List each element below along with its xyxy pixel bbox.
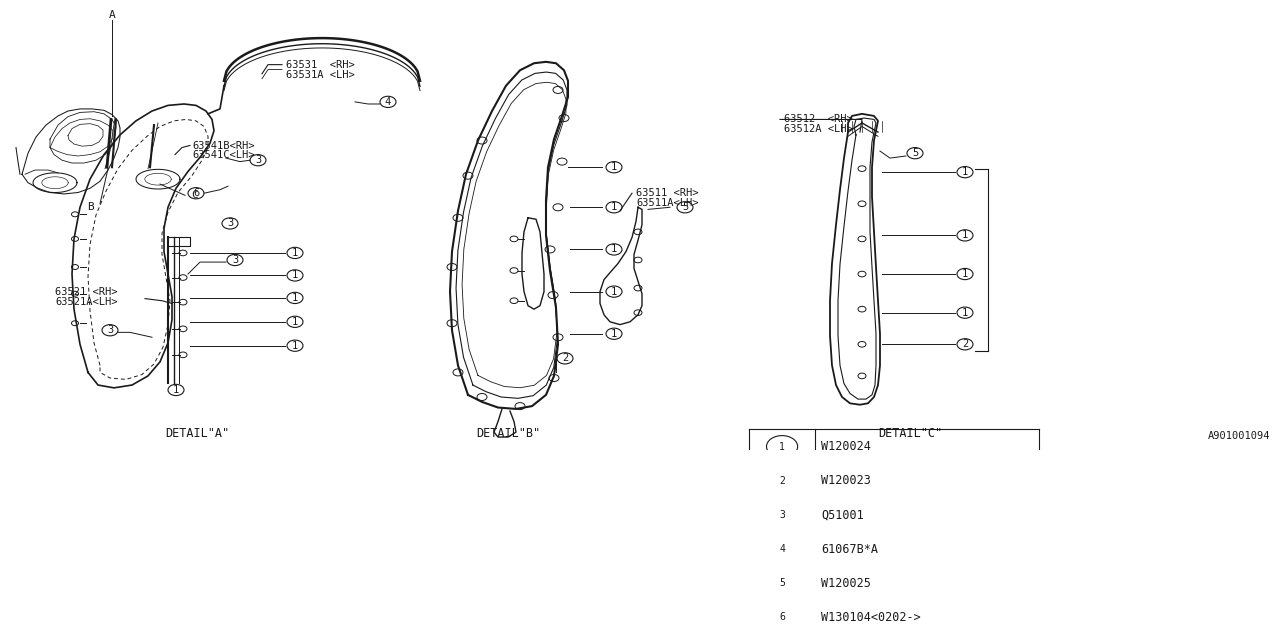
- Text: 61067B*A: 61067B*A: [822, 543, 878, 556]
- Text: 1: 1: [961, 269, 968, 279]
- Text: 1: 1: [611, 329, 617, 339]
- Text: A: A: [109, 10, 115, 20]
- Text: 1: 1: [292, 340, 298, 351]
- Text: 5: 5: [682, 202, 689, 212]
- Text: 3: 3: [106, 325, 113, 335]
- Text: 63511A<LH>: 63511A<LH>: [636, 198, 699, 208]
- Text: W130104<0202->: W130104<0202->: [822, 611, 922, 624]
- Text: 2: 2: [562, 353, 568, 364]
- Text: 63531  <RH>: 63531 <RH>: [285, 60, 355, 70]
- Text: 2: 2: [780, 476, 785, 486]
- Text: DETAIL"A": DETAIL"A": [165, 427, 229, 440]
- Text: Q51001: Q51001: [822, 508, 864, 522]
- Text: W120023: W120023: [822, 474, 872, 487]
- Text: 3: 3: [227, 218, 233, 228]
- Text: 4: 4: [385, 97, 392, 107]
- Text: 63541C<LH>: 63541C<LH>: [192, 150, 255, 161]
- Text: 1: 1: [292, 317, 298, 327]
- Text: 5: 5: [780, 579, 785, 588]
- Text: 5: 5: [911, 148, 918, 158]
- Text: 1: 1: [961, 167, 968, 177]
- Text: 2: 2: [961, 339, 968, 349]
- Text: 1: 1: [611, 162, 617, 172]
- Text: B: B: [87, 202, 93, 212]
- Text: 1: 1: [292, 271, 298, 280]
- Text: 63521 <RH>: 63521 <RH>: [55, 287, 118, 297]
- Text: 1: 1: [961, 308, 968, 317]
- Text: C: C: [192, 190, 198, 200]
- Text: W120025: W120025: [822, 577, 872, 589]
- Text: 1: 1: [292, 293, 298, 303]
- Text: 1: 1: [611, 244, 617, 255]
- Text: 6: 6: [193, 188, 200, 198]
- Text: 1: 1: [780, 442, 785, 452]
- Text: 3: 3: [232, 255, 238, 265]
- Text: 63531A <LH>: 63531A <LH>: [285, 70, 355, 79]
- Text: 1: 1: [611, 202, 617, 212]
- Text: 63521A<LH>: 63521A<LH>: [55, 296, 118, 307]
- Text: 4: 4: [780, 544, 785, 554]
- Text: 1: 1: [173, 385, 179, 395]
- Text: 3: 3: [255, 156, 261, 165]
- Text: DETAIL"C": DETAIL"C": [878, 427, 942, 440]
- Text: 1: 1: [611, 287, 617, 296]
- Text: A901001094: A901001094: [1207, 431, 1270, 441]
- Text: 6: 6: [780, 612, 785, 623]
- Text: 1: 1: [292, 248, 298, 258]
- Text: 63541B<RH>: 63541B<RH>: [192, 141, 255, 150]
- Text: 63512  <RH>: 63512 <RH>: [783, 114, 852, 124]
- Text: DETAIL"B": DETAIL"B": [476, 427, 540, 440]
- Text: 63511 <RH>: 63511 <RH>: [636, 188, 699, 198]
- Text: 63512A <LH>: 63512A <LH>: [783, 124, 852, 134]
- Text: 3: 3: [780, 510, 785, 520]
- Text: 1: 1: [961, 230, 968, 241]
- Text: W120024: W120024: [822, 440, 872, 453]
